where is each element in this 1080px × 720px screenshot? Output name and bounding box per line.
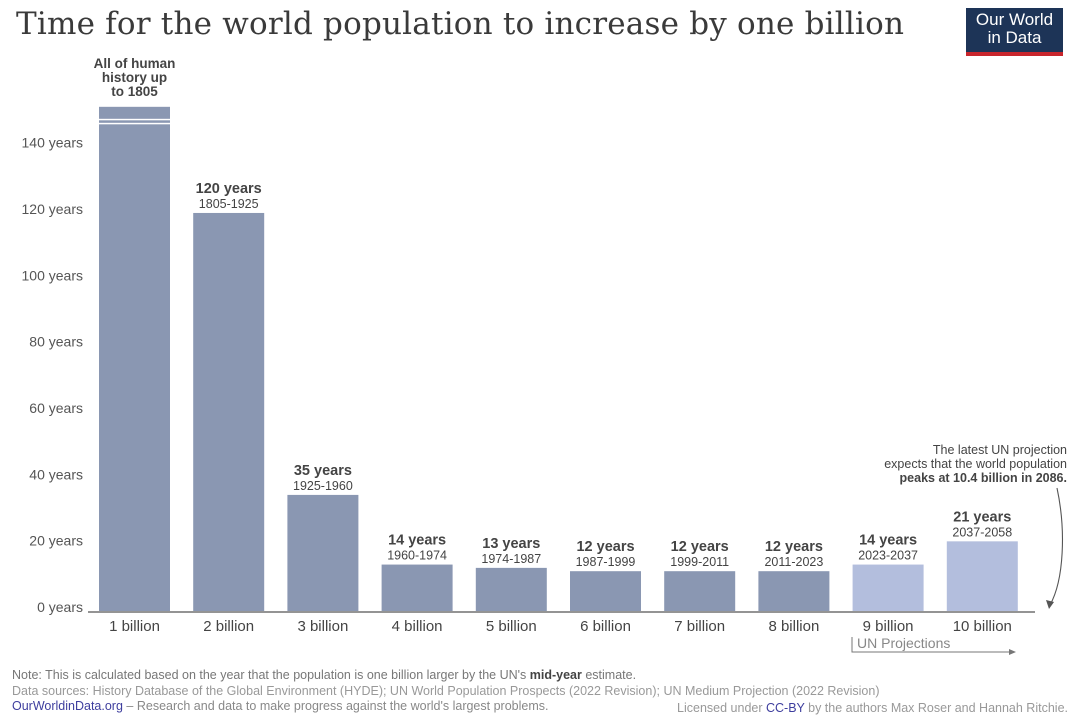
footer-note: Note: This is calculated based on the ye…	[12, 668, 636, 682]
data-label: 12 years	[576, 539, 634, 555]
x-tick-label: 6 billion	[580, 618, 631, 635]
y-tick-label: 20 years	[29, 533, 83, 549]
axis-break-line	[99, 118, 170, 121]
bar-7-billion	[664, 571, 736, 611]
bar-5-billion	[475, 567, 547, 611]
data-label: 14 years	[859, 533, 917, 549]
tagline: – Research and data to make progress aga…	[122, 699, 549, 713]
footer-license: Licensed under CC-BY by the authors Max …	[677, 701, 1068, 715]
y-tick-label: 100 years	[22, 267, 83, 283]
y-tick-label: 140 years	[22, 135, 83, 151]
note-bold: mid-year	[529, 668, 582, 682]
x-tick-label: 1 billion	[109, 618, 160, 635]
y-tick-label: 80 years	[29, 334, 83, 350]
bar-2-billion	[193, 212, 265, 611]
data-label: history up	[102, 70, 167, 85]
footer-sources: Data sources: History Database of the Gl…	[12, 684, 880, 698]
x-tick-label: 5 billion	[486, 618, 537, 635]
owid-logo[interactable]: Our World in Data	[966, 8, 1063, 56]
bar-4-billion	[381, 564, 453, 611]
chart-title: Time for the world population to increas…	[16, 6, 905, 42]
bar-3-billion	[287, 494, 359, 611]
y-tick-label: 120 years	[22, 201, 83, 217]
data-label: 35 years	[294, 463, 352, 479]
annotation-line: The latest UN projection	[933, 443, 1067, 457]
bar-6-billion	[570, 571, 641, 611]
x-tick-label: 9 billion	[863, 618, 914, 635]
projection-label: UN Projections	[857, 635, 950, 651]
x-tick-label: 7 billion	[674, 618, 725, 635]
annotation-line: expects that the world population	[884, 457, 1067, 471]
period-label: 1960-1974	[387, 549, 447, 563]
data-label: 12 years	[765, 539, 823, 555]
note-suffix: estimate.	[581, 668, 637, 682]
annotation-arrow	[1049, 487, 1063, 606]
x-tick-label: 3 billion	[297, 618, 348, 635]
x-tick-label: 10 billion	[953, 618, 1012, 635]
note-text: Note: This is calculated based on the ye…	[12, 668, 530, 682]
x-tick-label: 2 billion	[203, 618, 254, 635]
y-tick-label: 60 years	[29, 400, 83, 416]
projection-bracket	[851, 637, 1015, 653]
data-label: 12 years	[671, 539, 729, 555]
site-link[interactable]: OurWorldinData.org	[12, 699, 123, 713]
data-label: 13 years	[482, 536, 540, 552]
license-prefix: Licensed under	[677, 701, 766, 715]
bar-9-billion	[852, 564, 924, 611]
period-label: 1999-2011	[670, 555, 729, 569]
x-tick-label: 8 billion	[768, 618, 819, 635]
period-label: 2037-2058	[952, 525, 1012, 539]
period-label: 2011-2023	[764, 555, 823, 569]
bracket-arrow-icon	[1009, 649, 1016, 655]
data-label: 21 years	[953, 509, 1011, 525]
license-suffix: by the authors Max Roser and Hannah Ritc…	[804, 701, 1068, 715]
data-label: 14 years	[388, 533, 446, 549]
data-label: All of human	[94, 56, 176, 71]
axis-break-line	[99, 122, 170, 125]
bar-10-billion	[946, 541, 1018, 611]
bar-1-billion	[99, 106, 170, 611]
logo-line-2: in Data	[987, 28, 1042, 47]
annotation-line: peaks at 10.4 billion in 2086.	[900, 471, 1067, 485]
period-label: 1987-1999	[576, 555, 636, 569]
logo-line-1: Our World	[975, 10, 1054, 29]
data-label: to 1805	[111, 84, 158, 99]
period-label: 1974-1987	[481, 552, 541, 566]
period-label: 1805-1925	[199, 197, 259, 211]
period-label: 2023-2037	[858, 549, 918, 563]
data-label: 120 years	[196, 181, 262, 197]
y-tick-label: 40 years	[29, 466, 83, 482]
footer-site: OurWorldinData.org – Research and data t…	[12, 699, 548, 713]
license-link[interactable]: CC-BY	[765, 701, 805, 715]
period-label: 1925-1960	[293, 479, 353, 493]
y-tick-label: 0 years	[37, 599, 83, 615]
bar-8-billion	[758, 571, 830, 611]
arrow-head-icon	[1046, 600, 1054, 609]
x-tick-label: 4 billion	[392, 618, 443, 635]
